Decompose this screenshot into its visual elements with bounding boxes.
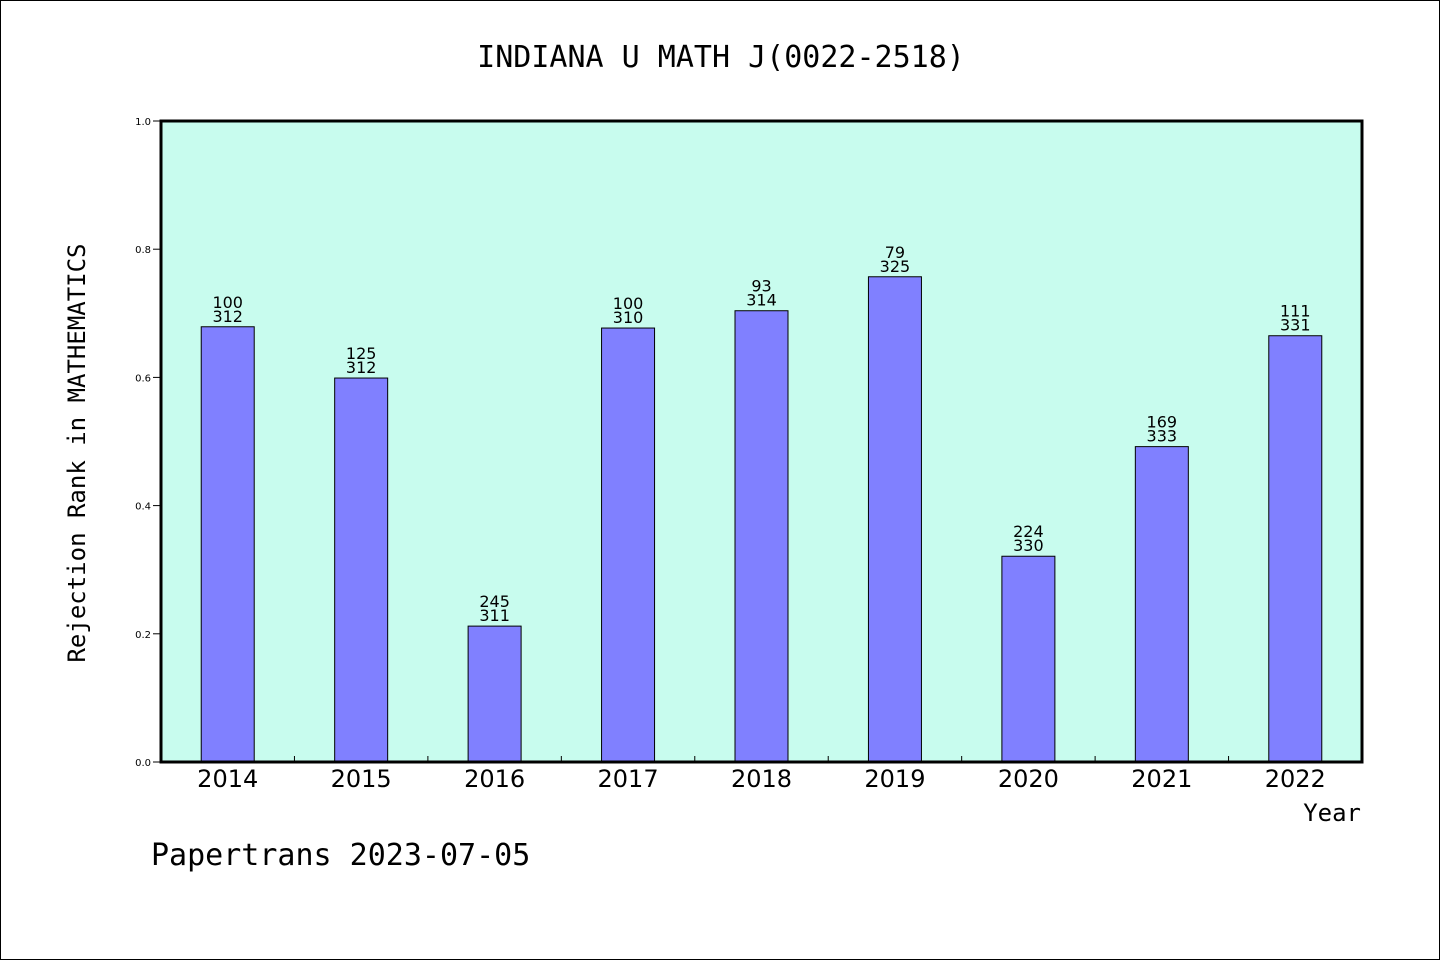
x-tick-label: 2022 [1265,765,1326,793]
x-tick-label: 2019 [864,765,925,793]
bar-label-rank: 125 [346,344,377,363]
bar-label-total: 311 [479,606,510,625]
bar-series [200,276,1323,763]
footer-date: Papertrans 2023-07-05 [151,838,530,873]
bar-label-total: 312 [212,307,243,326]
x-tick-label: 2015 [331,765,392,793]
bar-label-rank: 79 [885,243,905,262]
bar-label-rank: 224 [1013,522,1044,541]
bar-2017 [601,327,656,763]
y-tick-label: 0.8 [135,245,151,256]
y-tick-label: 0.0 [135,758,151,769]
bar-2015 [334,377,389,763]
x-tick-label: 2016 [464,765,525,793]
y-axis-label: Rejection Rank in MATHEMATICS [63,243,91,662]
chart-title: INDIANA U MATH J(0022-2518) [477,40,965,75]
bar-2019 [867,276,922,763]
bar-label-total: 314 [746,291,777,310]
bar-2020 [1001,555,1056,763]
bar-label-total: 333 [1147,427,1178,446]
plot-border [159,119,1364,764]
bar-label-rank: 93 [751,277,771,296]
y-tick-label: 0.6 [135,373,151,384]
x-axis-label: Year [1303,799,1361,827]
bar-label-rank: 111 [1280,302,1311,321]
x-tick-label: 2018 [731,765,792,793]
bar-label-rank: 100 [212,293,243,312]
bar-2022 [1268,335,1323,763]
bar-2021 [1134,446,1189,763]
bar-2018 [734,310,789,763]
y-tick-label: 0.2 [135,630,151,641]
bar-2016 [467,625,522,763]
bar-labels: 1003121253122453111003109331479325224330… [212,243,1310,625]
bar-label-total: 310 [613,308,644,327]
bar-label-total: 330 [1013,536,1044,555]
bar-2014 [200,326,255,763]
bar-label-total: 325 [880,257,911,276]
x-axis: 2014 2015 2016 2017 2018 2019 2020 2021 2022 [197,756,1326,793]
bar-label-rank: 100 [613,294,644,313]
y-axis: 0.0 0.2 0.4 0.6 0.8 1.0 [135,117,161,769]
bar-label-total: 331 [1280,316,1311,335]
y-tick-label: 1.0 [135,117,151,128]
x-tick-label: 2020 [998,765,1059,793]
bar-label-rank: 169 [1147,413,1178,432]
bar-label-total: 312 [346,358,377,377]
bar-label-rank: 245 [479,592,510,611]
x-tick-label: 2021 [1131,765,1192,793]
x-tick-label: 2014 [197,765,258,793]
y-tick-label: 0.4 [135,502,151,513]
x-tick-label: 2017 [598,765,659,793]
